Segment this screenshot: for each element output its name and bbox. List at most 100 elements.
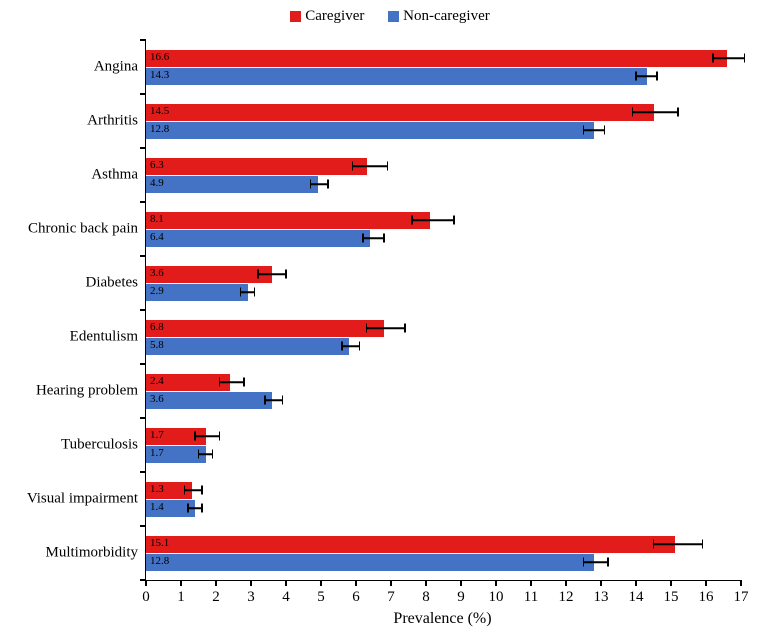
plot-area: 01234567891011121314151617Angina16.614.3… [145, 40, 741, 581]
bar: 2.4 [146, 374, 230, 391]
x-tick [145, 580, 147, 586]
error-bar [412, 212, 454, 229]
bar: 1.7 [146, 446, 206, 463]
x-tick-label: 0 [142, 589, 150, 606]
error-bar [654, 536, 703, 553]
bar-value-label: 8.1 [150, 213, 164, 225]
legend-label: Non-caregiver [403, 8, 490, 24]
y-tick [140, 417, 146, 419]
bar-value-label: 6.8 [150, 321, 164, 333]
category-label: Asthma [91, 167, 146, 184]
x-tick-label: 5 [317, 589, 325, 606]
y-tick [140, 579, 146, 581]
y-tick [140, 93, 146, 95]
bar-value-label: 1.4 [150, 501, 164, 513]
legend-item-caregiver: Caregiver [290, 8, 364, 25]
error-bar [311, 176, 329, 193]
x-tick [180, 580, 182, 586]
y-tick [140, 525, 146, 527]
x-tick-label: 6 [352, 589, 360, 606]
bar: 15.1 [146, 536, 675, 553]
legend-swatch-caregiver [290, 11, 301, 22]
x-tick-label: 8 [422, 589, 430, 606]
x-tick [285, 580, 287, 586]
x-tick [390, 580, 392, 586]
bar: 6.3 [146, 158, 367, 175]
bar-value-label: 3.6 [150, 393, 164, 405]
category-group: Hearing problem2.43.6 [146, 364, 741, 418]
bar-value-label: 2.9 [150, 285, 164, 297]
error-bar [199, 446, 213, 463]
bar-value-label: 1.7 [150, 447, 164, 459]
error-bar [633, 104, 679, 121]
x-tick [425, 580, 427, 586]
error-bar [188, 500, 202, 517]
x-tick-label: 11 [524, 589, 538, 606]
category-label: Tuberculosis [61, 437, 146, 454]
bar: 5.8 [146, 338, 349, 355]
bar: 3.6 [146, 266, 272, 283]
x-tick-label: 2 [212, 589, 220, 606]
bar-value-label: 5.8 [150, 339, 164, 351]
bar: 4.9 [146, 176, 318, 193]
legend-swatch-noncaregiver [388, 11, 399, 22]
x-tick-label: 12 [559, 589, 574, 606]
bar: 16.6 [146, 50, 727, 67]
y-tick [140, 255, 146, 257]
legend: Caregiver Non-caregiver [0, 8, 780, 25]
category-group: Arthritis14.512.8 [146, 94, 741, 148]
bar-value-label: 15.1 [150, 537, 169, 549]
error-bar [713, 50, 745, 67]
y-tick [140, 363, 146, 365]
x-tick [740, 580, 742, 586]
bar: 2.9 [146, 284, 248, 301]
x-tick [460, 580, 462, 586]
x-tick-label: 17 [734, 589, 749, 606]
bar-value-label: 16.6 [150, 51, 169, 63]
category-label: Angina [94, 59, 146, 76]
category-group: Edentulism6.85.8 [146, 310, 741, 364]
error-bar [584, 122, 605, 139]
category-group: Visual impairment1.31.4 [146, 472, 741, 526]
bar-value-label: 3.6 [150, 267, 164, 279]
category-label: Chronic back pain [28, 221, 146, 238]
error-bar [258, 266, 286, 283]
x-tick [250, 580, 252, 586]
x-tick [565, 580, 567, 586]
x-tick-label: 3 [247, 589, 255, 606]
bar-value-label: 6.3 [150, 159, 164, 171]
bar: 14.3 [146, 68, 647, 85]
category-label: Hearing problem [36, 383, 146, 400]
error-bar [367, 320, 406, 337]
error-bar [584, 554, 609, 571]
bar-value-label: 14.3 [150, 69, 169, 81]
bar-value-label: 6.4 [150, 231, 164, 243]
x-tick [530, 580, 532, 586]
x-tick-label: 4 [282, 589, 290, 606]
bar-value-label: 12.8 [150, 123, 169, 135]
y-tick [140, 309, 146, 311]
bar: 6.8 [146, 320, 384, 337]
bar-value-label: 1.7 [150, 429, 164, 441]
category-label: Visual impairment [27, 491, 146, 508]
error-bar [265, 392, 283, 409]
x-tick [705, 580, 707, 586]
category-group: Multimorbidity15.112.8 [146, 526, 741, 580]
bar-value-label: 1.3 [150, 483, 164, 495]
x-tick-label: 13 [594, 589, 609, 606]
x-tick [355, 580, 357, 586]
category-group: Asthma6.34.9 [146, 148, 741, 202]
x-tick-label: 14 [629, 589, 644, 606]
error-bar [636, 68, 657, 85]
bar: 14.5 [146, 104, 654, 121]
bar-value-label: 2.4 [150, 375, 164, 387]
x-tick-label: 9 [457, 589, 465, 606]
legend-item-noncaregiver: Non-caregiver [388, 8, 490, 25]
error-bar [195, 428, 220, 445]
bar: 3.6 [146, 392, 272, 409]
category-group: Angina16.614.3 [146, 40, 741, 94]
x-tick [215, 580, 217, 586]
x-tick [670, 580, 672, 586]
error-bar [363, 230, 384, 247]
x-tick [635, 580, 637, 586]
